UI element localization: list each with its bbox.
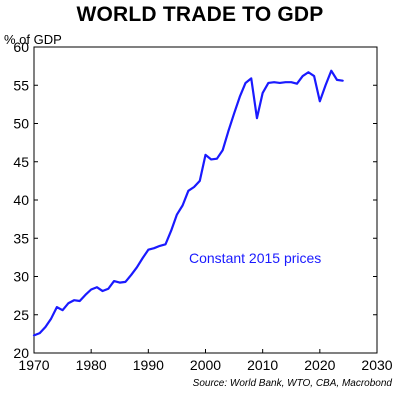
x-tick-label: 2030 <box>361 357 392 373</box>
y-tick-label: 35 <box>13 230 29 246</box>
x-tick-label: 2010 <box>247 357 278 373</box>
y-tick-label: 45 <box>13 154 29 170</box>
chart-title: WORLD TRADE TO GDP <box>76 3 324 26</box>
x-tick-label: 2000 <box>190 357 221 373</box>
y-tick-label: 40 <box>13 192 29 208</box>
axes <box>33 46 378 354</box>
y-tick-label: 30 <box>13 269 29 285</box>
y-tick-label: 20 <box>13 345 29 361</box>
x-tick-label: 2020 <box>304 357 335 373</box>
y-axis-label: % of GDP <box>4 32 62 47</box>
chart-annotation: Constant 2015 prices <box>189 250 321 266</box>
x-tick-label: 1970 <box>18 357 49 373</box>
y-tick-label: 50 <box>13 116 29 132</box>
x-tick-label: 1990 <box>133 357 164 373</box>
series-line <box>32 69 344 337</box>
x-tick-label: 1980 <box>76 357 107 373</box>
tick-labels: 20 25 30 35 40 45 50 55 60 1970 1980 1990 2000 2010 20… <box>13 39 392 373</box>
series-layer <box>32 69 344 337</box>
plot-frame <box>33 46 378 354</box>
y-tick-label: 55 <box>13 77 29 93</box>
y-tick-label: 25 <box>13 307 29 323</box>
source-note: Source: World Bank, WTO, CBA, Macrobond <box>192 378 392 389</box>
y-tick-label: 60 <box>13 39 29 55</box>
